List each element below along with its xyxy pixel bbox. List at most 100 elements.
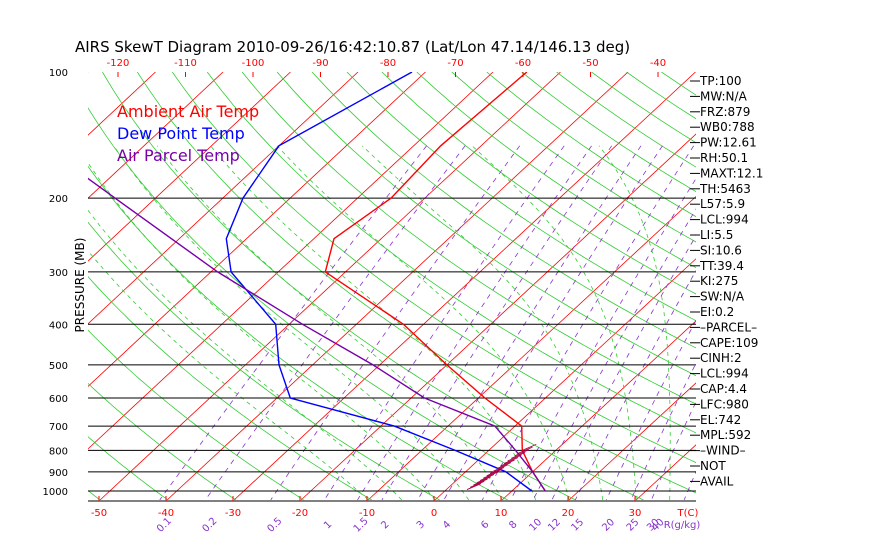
top-temp-tick-label: -70: [447, 58, 463, 69]
isotherm-line: [88, 72, 359, 325]
index-label: MW:N/A: [700, 89, 748, 103]
dry-adiabat-line: [381, 72, 696, 295]
legend: Ambient Air Temp Dew Point Temp Air Parcel…: [117, 102, 259, 165]
dry-adiabat-line: [0, 72, 32, 500]
series-line-ambient-air-temp: [324, 72, 546, 492]
temp-unit-label: T(C): [677, 508, 699, 519]
mixing-ratio-label: 1: [322, 519, 334, 531]
isotherm-line: [501, 320, 696, 501]
index-label: RH:50.1: [700, 151, 748, 165]
dry-adiabat-line: [521, 72, 696, 193]
hatch-line: [511, 451, 526, 459]
mixing-ratio-line: [270, 145, 521, 501]
index-label: SI:10.6: [700, 243, 742, 257]
top-temp-tick-label: -50: [582, 58, 598, 69]
index-label: MAXT:12.1: [700, 166, 763, 180]
mixing-ratio-line: [159, 145, 427, 501]
sounding-series: [88, 72, 546, 492]
mixing-ratio-line: [443, 145, 663, 501]
top-temp-tick-label: -60: [515, 58, 531, 69]
index-label: –WIND–: [700, 444, 746, 458]
dry-adiabat-line: [311, 72, 696, 349]
mixing-ratio-label: 20: [600, 517, 617, 534]
dry-adiabat-line: [88, 165, 508, 501]
index-label: KI:275: [700, 274, 738, 288]
mixing-ratio-label: 2: [379, 519, 391, 531]
bottom-temp-tick-label: -10: [359, 508, 375, 519]
isotherm-line: [770, 72, 870, 500]
top-temp-tick-label: -100: [242, 58, 265, 69]
mixing-ratio-label: 25: [625, 517, 642, 534]
moist-adiabat-line: [88, 162, 436, 501]
isotherm-line: [88, 72, 494, 450]
mixing-ratio-unit-label: R(g/kg): [664, 520, 701, 531]
isotherm-line: [88, 72, 426, 387]
index-label: FRZ:879: [700, 105, 750, 119]
cape-hatch: [466, 443, 537, 490]
moist-adiabat-line: [471, 145, 637, 500]
index-label: CINH:2: [700, 351, 742, 365]
index-label: LFC:980: [700, 397, 749, 411]
pressure-tick-label: 300: [49, 268, 68, 279]
pressure-tick-label: 400: [49, 320, 68, 331]
dry-adiabat-line: [451, 72, 696, 243]
top-temp-tick-label: -40: [650, 58, 666, 69]
series-line-dew-point-temp: [225, 72, 533, 492]
series-line-air-parcel-temp: [88, 177, 546, 492]
isotherm-line: [233, 72, 696, 501]
mixing-ratio-line: [417, 145, 642, 501]
pressure-tick-label: 500: [49, 361, 68, 372]
index-label: LCL:994: [700, 213, 749, 227]
mixing-ratio-label: 12: [546, 517, 563, 534]
hatch-line: [470, 480, 485, 488]
bottom-temp-tick-label: -20: [292, 508, 308, 519]
index-label: PW:12.61: [700, 136, 757, 150]
bottom-temp-tick-label: 30: [629, 508, 642, 519]
dry-adiabat-line: [88, 382, 236, 501]
mixing-ratio-label: 15: [570, 517, 587, 534]
dry-adiabat-line: [88, 221, 440, 501]
index-label: EL:742: [700, 413, 741, 427]
index-label: TH:5463: [699, 182, 751, 196]
mixing-ratio-label: 10: [527, 517, 544, 534]
hatch-line: [473, 478, 488, 486]
isotherm-line: [166, 72, 629, 501]
mixing-ratio-label: 4: [441, 519, 453, 531]
hatch-line: [500, 459, 515, 467]
dry-adiabat-line: [346, 72, 696, 322]
index-label: MPL:592: [700, 428, 751, 442]
bottom-temp-tick-label: 20: [562, 508, 575, 519]
index-label: LI:5.5: [700, 228, 733, 242]
legend-entry: Ambient Air Temp: [117, 102, 259, 121]
dry-adiabat-line: [416, 72, 696, 269]
hatch-line: [483, 471, 498, 479]
index-label: CAPE:109: [700, 336, 758, 350]
mixing-ratio-label: 0.2: [200, 516, 219, 535]
index-label: TT:39.4: [699, 259, 744, 273]
index-label: –PARCEL–: [700, 320, 757, 334]
hatch-line: [493, 464, 508, 472]
isotherm-line: [300, 133, 696, 501]
index-label: WB0:788: [700, 120, 755, 134]
bottom-temp-tick-label: -50: [91, 508, 107, 519]
dry-adiabat-line: [276, 72, 696, 377]
index-label: AVAIL: [700, 474, 734, 488]
hatch-line: [507, 454, 522, 462]
bottom-temp-tick-label: -30: [225, 508, 241, 519]
dry-adiabat-line: [486, 72, 696, 218]
bottom-temp-tick-label: 0: [431, 508, 437, 519]
hatch-line: [518, 446, 533, 454]
isotherm-line: [88, 72, 291, 262]
index-label: NOT: [700, 459, 726, 473]
hatch-line: [486, 469, 501, 477]
hatch-line: [496, 462, 512, 469]
top-temp-tick-label: -90: [312, 58, 328, 69]
y-axis-label: PRESSURE (MB): [73, 238, 87, 333]
dry-adiabat-line: [88, 436, 169, 501]
hatch-line: [514, 449, 530, 457]
legend-entry: Air Parcel Temp: [117, 146, 240, 165]
mixing-ratio-line: [381, 145, 613, 501]
isotherm-line: [99, 72, 561, 501]
